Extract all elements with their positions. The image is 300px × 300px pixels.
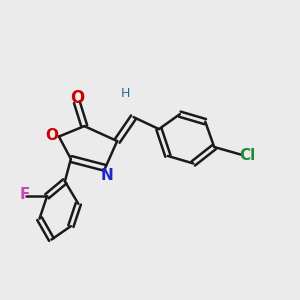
- Text: N: N: [100, 168, 113, 183]
- Text: F: F: [20, 187, 30, 202]
- Text: O: O: [45, 128, 58, 142]
- Text: H: H: [121, 87, 130, 100]
- Text: Cl: Cl: [239, 148, 255, 163]
- Text: O: O: [70, 89, 84, 107]
